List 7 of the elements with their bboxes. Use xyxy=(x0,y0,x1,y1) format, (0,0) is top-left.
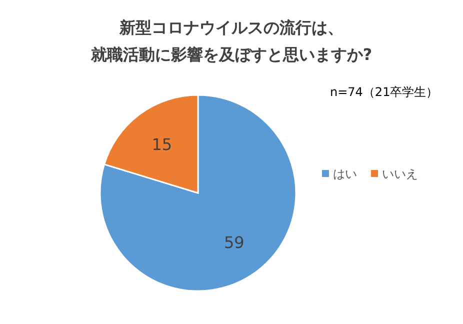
data-label: 15 xyxy=(152,135,172,154)
chart-title: 新型コロナウイルスの流行は、就職活動に影響を及ぼすと思いますか? xyxy=(90,17,374,66)
legend-label: いいえ xyxy=(382,167,418,181)
text: n=74（21卒学生） xyxy=(330,85,438,99)
pie-slice xyxy=(99,94,297,292)
data-label: 59 xyxy=(224,232,244,252)
legend-label: はい xyxy=(333,167,357,181)
